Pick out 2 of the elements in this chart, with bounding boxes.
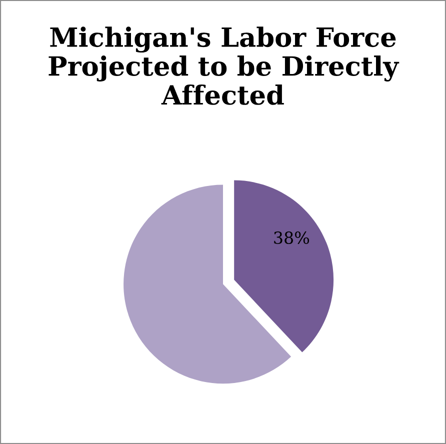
- chart-title: Michigan's Labor Force Projected to be Directly Affected: [48, 26, 400, 105]
- data-label: 38%: [274, 231, 310, 244]
